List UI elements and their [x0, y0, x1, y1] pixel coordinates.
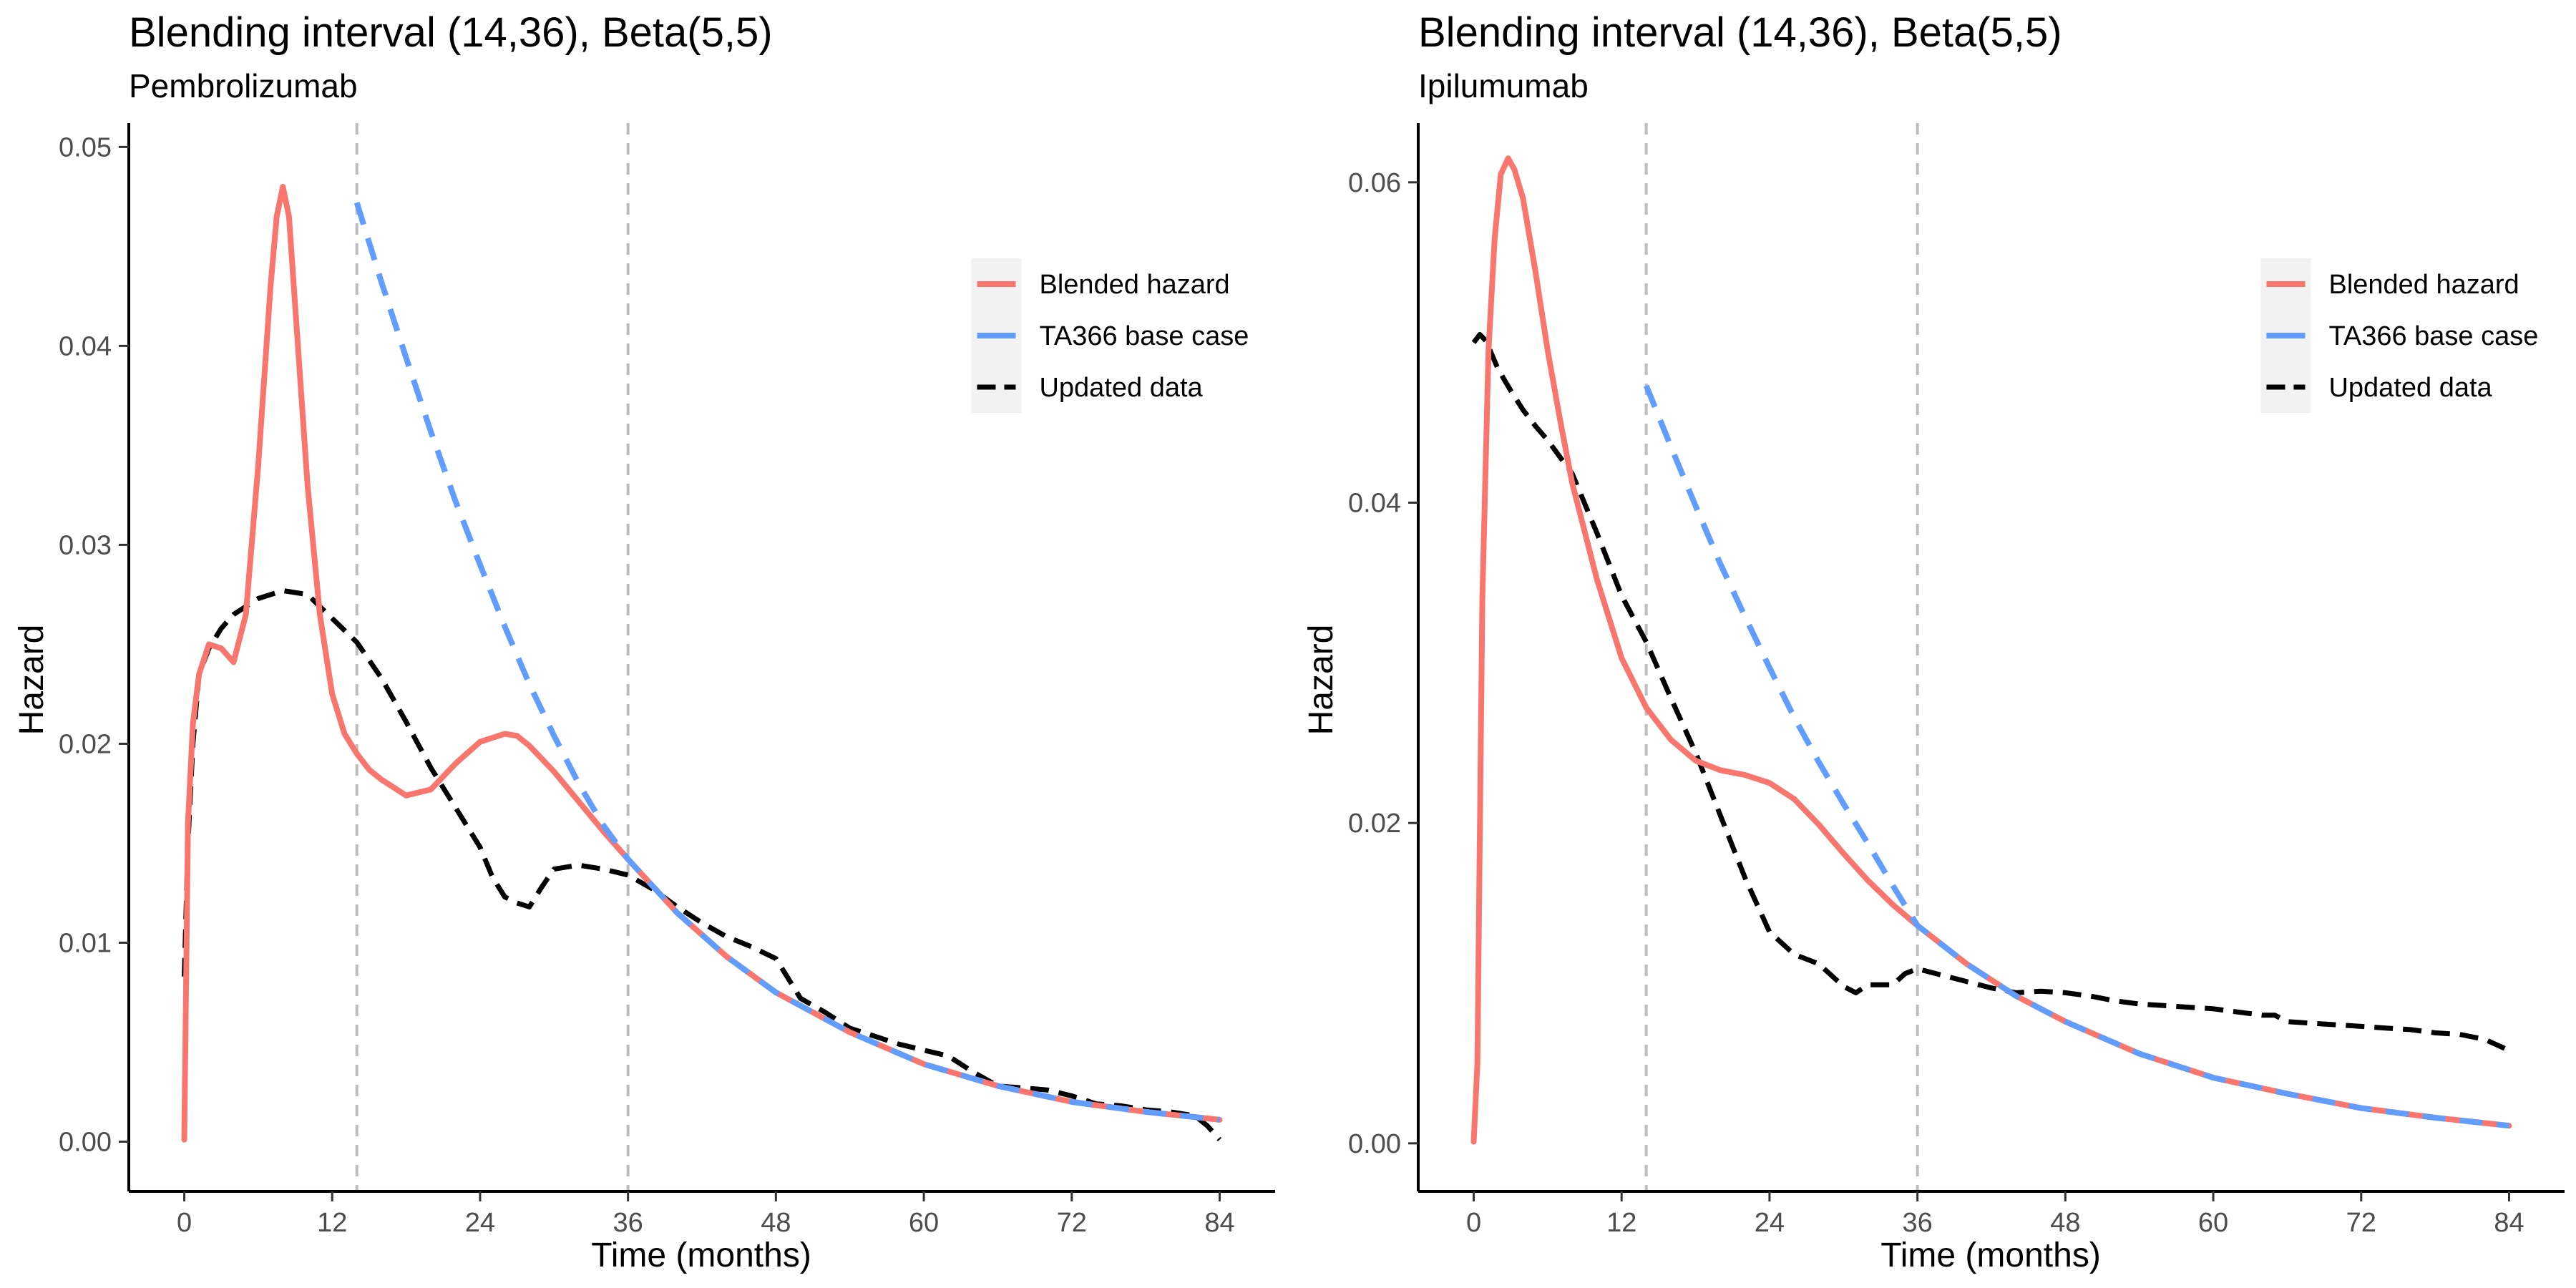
- legend-label: Updated data: [1039, 373, 1203, 403]
- plot-area: 0 12 24 36 48 60 72 84 0.00 0.02 0.04 0.06 Blended h…: [1348, 123, 2565, 1238]
- y-tick-label: 0.02: [1348, 809, 1401, 839]
- x-tick-label: 72: [2346, 1208, 2376, 1238]
- x-tick-label: 0: [1466, 1208, 1481, 1238]
- x-tick-label: 60: [2198, 1208, 2228, 1238]
- legend-label: Updated data: [2328, 373, 2492, 403]
- x-axis-title: Time (months): [1880, 1236, 2101, 1274]
- y-tick-label: 0.04: [1348, 488, 1401, 518]
- chart-subtitle: Ipilumumab: [1418, 67, 1589, 104]
- y-tick-label: 0.03: [59, 530, 112, 560]
- x-tick-label: 12: [317, 1208, 347, 1238]
- chart-subtitle: Pembrolizumab: [129, 67, 358, 104]
- x-tick-label: 48: [761, 1208, 791, 1238]
- legend-label: TA366 base case: [2328, 321, 2538, 351]
- x-tick-label: 12: [1606, 1208, 1636, 1238]
- series-line-updated-data: [182, 587, 1222, 1142]
- x-tick-label: 84: [1204, 1208, 1234, 1238]
- y-tick-label: 0.05: [59, 132, 112, 162]
- x-tick-label: 36: [1903, 1208, 1933, 1238]
- x-tick-label: 36: [613, 1208, 643, 1238]
- x-tick-label: 24: [1755, 1208, 1785, 1238]
- series-line-updated-data: [1471, 332, 2510, 1053]
- x-tick-label: 0: [177, 1208, 192, 1238]
- x-tick-label: 72: [1057, 1208, 1087, 1238]
- chart-title: Blending interval (14,36), Beta(5,5): [1418, 9, 2062, 56]
- legend: Blended hazard TA366 base case Updated dat…: [2260, 258, 2538, 413]
- legend-label: Blended hazard: [2328, 270, 2519, 300]
- panel-ipilumumab: Blending interval (14,36), Beta(5,5) Ipi…: [1302, 9, 2565, 1274]
- y-tick-label: 0.00: [1348, 1129, 1401, 1159]
- plot-area: 0 12 24 36 48 60 72 84 0.00 0.01 0.02 0.03 0.04 0.05 B…: [59, 123, 1275, 1238]
- y-axis-title: Hazard: [13, 625, 51, 736]
- x-axis-title: Time (months): [591, 1236, 811, 1274]
- chart-title: Blending interval (14,36), Beta(5,5): [129, 9, 773, 56]
- legend-label: Blended hazard: [1039, 270, 1229, 300]
- y-tick-label: 0.01: [59, 928, 112, 958]
- series-line-ta366-base-case: [1643, 384, 2509, 1129]
- panel-pembrolizumab: Blending interval (14,36), Beta(5,5) Pem…: [13, 9, 1275, 1274]
- x-tick-label: 48: [2050, 1208, 2080, 1238]
- series-line-ta366-base-case: [353, 202, 1220, 1123]
- y-tick-label: 0.04: [59, 331, 112, 361]
- legend-label: TA366 base case: [1039, 321, 1249, 351]
- x-tick-label: 60: [909, 1208, 939, 1238]
- x-tick-label: 84: [2494, 1208, 2524, 1238]
- legend: Blended hazard TA366 base case Updated dat…: [971, 258, 1249, 413]
- y-tick-label: 0.06: [1348, 168, 1401, 198]
- y-axis-title: Hazard: [1302, 625, 1340, 736]
- y-tick-label: 0.02: [59, 729, 112, 759]
- x-tick-label: 24: [465, 1208, 495, 1238]
- y-tick-label: 0.00: [59, 1127, 112, 1157]
